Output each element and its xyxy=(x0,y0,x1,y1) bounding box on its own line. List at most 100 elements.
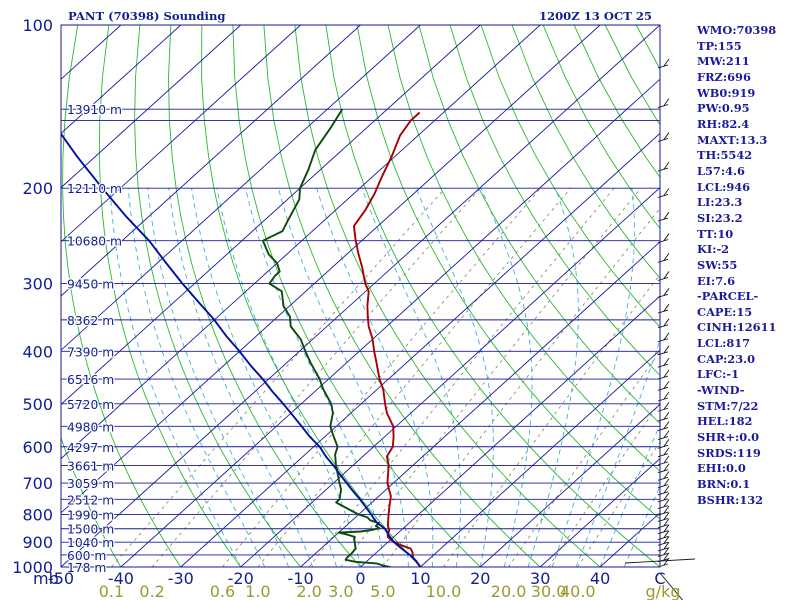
stat-separator: : xyxy=(717,101,722,116)
stat-value: 155 xyxy=(717,38,742,53)
stat-key: SHR+ xyxy=(697,430,735,445)
wind-barb-flag xyxy=(663,478,670,486)
stat-row: WB0:919 xyxy=(697,86,800,102)
stat-row: SRDS:119 xyxy=(697,446,800,462)
mixing-ratio-line xyxy=(382,207,660,567)
height-label: 13910 m xyxy=(67,103,122,117)
height-label: 9450 m xyxy=(67,278,114,292)
pressure-tick-label: 900 xyxy=(22,533,53,552)
stat-key: LCL xyxy=(697,336,723,351)
dry-adiabat-line xyxy=(263,25,541,567)
mixing-ratio-tick-label: 5.0 xyxy=(370,582,395,600)
stat-row: RH:82.4 xyxy=(697,117,800,133)
height-label: 1040 m xyxy=(67,536,114,550)
dry-adiabat-line xyxy=(449,25,660,376)
stat-value: -PARCEL- xyxy=(697,289,759,304)
wind-barb-flag xyxy=(663,430,670,438)
isotherm-line xyxy=(61,25,361,297)
stat-separator: : xyxy=(721,54,726,69)
stat-separator: : xyxy=(732,23,737,37)
wind-barb-flag xyxy=(663,303,670,312)
stat-value: 0.95 xyxy=(721,101,750,116)
wind-barb-flag xyxy=(663,188,670,196)
wind-barb-flag xyxy=(663,471,670,479)
isobars xyxy=(61,24,660,568)
isotherm-line xyxy=(61,25,541,460)
stat-row: MAXT:13.3 xyxy=(697,133,800,149)
stat-key: TT xyxy=(697,226,714,241)
stat-separator: : xyxy=(727,85,732,100)
pressure-tick-label: 200 xyxy=(22,179,53,198)
wind-barb-flag xyxy=(663,541,670,550)
stat-key: CINH xyxy=(697,320,733,335)
stat-separator: : xyxy=(726,398,731,413)
dry-adiabat-line xyxy=(201,25,422,567)
sounding-traces xyxy=(61,108,422,567)
stat-key: WMO xyxy=(697,23,733,37)
stat-separator: : xyxy=(716,148,721,163)
wind-barb-flag xyxy=(663,252,670,261)
stat-value: 82.4 xyxy=(721,116,750,131)
stat-value: 15 xyxy=(736,304,753,319)
isotherm-line xyxy=(539,457,660,567)
mixing-ratio-tick-label: 3.0 xyxy=(328,582,353,600)
moist-adiabat-line xyxy=(191,188,337,567)
wind-barb-flag xyxy=(663,401,670,410)
temperature-unit-label: C xyxy=(654,569,665,588)
stat-row: SHR+:0.0 xyxy=(697,430,800,446)
stat-key: BSHR xyxy=(697,492,736,507)
stat-separator: : xyxy=(722,179,727,194)
dry-adiabat-line xyxy=(134,25,302,567)
stat-separator: : xyxy=(720,163,726,178)
stat-key: MW xyxy=(697,54,722,69)
stat-separator: : xyxy=(713,226,718,241)
height-label: 6516 m xyxy=(67,373,114,387)
stat-row: TP:155 xyxy=(697,39,800,55)
mixing-ratio-line xyxy=(308,187,615,567)
stat-key: MAXT xyxy=(697,132,736,147)
wind-barb-flag xyxy=(663,132,670,140)
wind-barb-flag xyxy=(663,455,670,464)
wind-barb xyxy=(659,572,684,600)
mixing-ratio-line xyxy=(111,187,446,567)
stat-value: 55 xyxy=(721,257,738,272)
temperature-tick-label: 10 xyxy=(410,569,430,588)
stat-key: SW xyxy=(697,257,718,272)
stat-key: BRN xyxy=(697,477,727,492)
stat-separator: : xyxy=(710,195,715,210)
stat-key: STM xyxy=(697,398,727,413)
stat-key: TP xyxy=(697,38,714,53)
wind-barb-flag xyxy=(663,439,670,447)
stat-key: SRDS xyxy=(697,445,733,460)
wind-barb-flag xyxy=(663,536,670,544)
height-label: 1990 m xyxy=(67,508,114,522)
mixing-ratio-tick-label: 40.0 xyxy=(560,582,596,600)
wind-barb-flag xyxy=(663,58,670,67)
stat-row: CAP:23.0 xyxy=(697,352,800,368)
stat-value: 946 xyxy=(726,179,751,194)
wind-barb-flag xyxy=(663,421,670,429)
isotherm-line xyxy=(61,25,421,351)
dry-adiabat-line xyxy=(61,436,122,567)
stat-row: WMO:70398 xyxy=(697,23,800,39)
stat-row: CINH:12611 xyxy=(697,320,800,336)
stat-row: -PARCEL- xyxy=(697,289,800,305)
wind-barb-flag xyxy=(663,530,670,538)
moist-adiabat-line xyxy=(623,485,660,567)
height-label: 3059 m xyxy=(67,477,114,491)
stat-row: L57:4.6 xyxy=(697,164,800,180)
stat-value: -WIND- xyxy=(697,383,745,398)
stat-separator: : xyxy=(710,210,715,225)
stat-value: 23.3 xyxy=(714,195,743,210)
pressure-tick-label: 600 xyxy=(22,438,53,457)
stat-row: KI:-2 xyxy=(697,242,800,258)
wind-barb-flag xyxy=(663,512,670,520)
stat-separator: : xyxy=(712,242,717,257)
stat-value: -2 xyxy=(716,242,730,257)
wind-barb-flag xyxy=(663,557,670,566)
height-label: 600 m xyxy=(67,549,106,563)
stat-row: MW:211 xyxy=(697,54,800,70)
wind-barb-flag xyxy=(663,518,670,526)
wind-barb-flag xyxy=(663,318,670,327)
